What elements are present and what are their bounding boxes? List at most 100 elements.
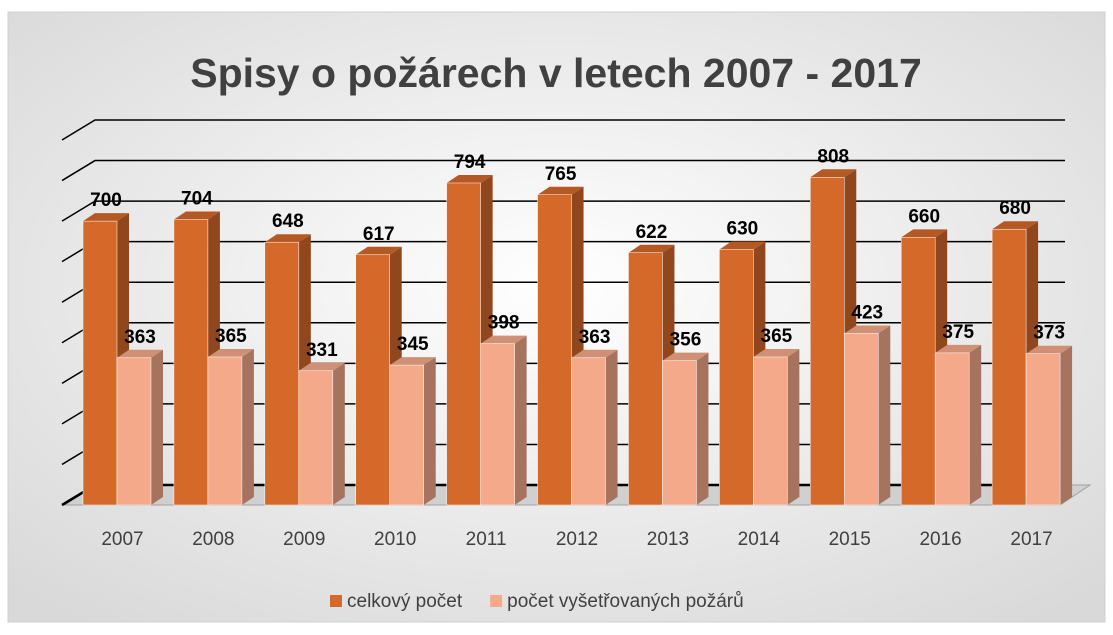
legend-label: celkový počet: [347, 591, 463, 612]
bar-top: [628, 244, 675, 253]
data-label: 617: [363, 224, 395, 245]
data-label: 808: [817, 146, 849, 167]
bar-front: [298, 370, 334, 506]
data-label: 375: [942, 322, 974, 343]
x-tick-label: 2011: [466, 529, 507, 550]
bar-front: [116, 357, 152, 506]
bar-top: [117, 349, 163, 358]
chart-title: Spisy o požárech v letech 2007 - 2017: [190, 50, 922, 96]
bar-front: [173, 219, 209, 506]
bar-top: [446, 174, 493, 183]
bar: [844, 325, 891, 506]
grid-line: [61, 159, 1065, 182]
bar-front: [389, 364, 424, 506]
bar-top: [480, 335, 527, 344]
bar-front: [991, 228, 1027, 506]
x-tick-label: 2007: [101, 529, 143, 550]
bar-front: [900, 237, 936, 506]
bar: [389, 357, 436, 506]
bar-top: [719, 241, 766, 250]
data-label: 660: [908, 206, 940, 227]
bar: [298, 362, 345, 506]
bar-side: [514, 335, 527, 505]
x-tick-label: 2012: [556, 529, 598, 550]
legend-label: počet vyšetřovaných požárů: [507, 591, 744, 612]
bar-top: [537, 186, 584, 195]
data-label: 356: [670, 330, 702, 351]
bar-front: [719, 249, 754, 506]
x-tick-label: 2008: [192, 529, 234, 550]
data-label: 331: [306, 340, 338, 361]
x-tick-label: 2010: [374, 529, 416, 550]
bar-front: [810, 177, 845, 506]
bar: [116, 349, 163, 506]
bar-front: [628, 252, 663, 506]
data-label: 704: [181, 189, 213, 210]
data-label: 363: [579, 327, 611, 348]
data-label: 680: [999, 198, 1031, 219]
grid-line: [61, 119, 1065, 141]
bar: [934, 344, 982, 506]
bar-top: [298, 362, 345, 371]
bar: [662, 352, 709, 506]
bar-top: [901, 229, 948, 238]
bar-top: [662, 352, 709, 361]
data-label: 373: [1033, 323, 1065, 344]
legend: celkový počet počet vyšetřovaných požárů: [330, 591, 744, 612]
grid-line: [61, 200, 1065, 222]
bar-top: [207, 348, 254, 357]
x-tick-label: 2013: [647, 529, 689, 550]
bar: [1025, 345, 1073, 506]
bar-side: [1060, 345, 1073, 505]
bar-front: [571, 357, 606, 506]
data-label: 622: [636, 222, 668, 243]
x-tick-label: 2016: [919, 529, 961, 550]
data-label: 363: [124, 327, 156, 348]
bar: [571, 349, 618, 506]
bar-front: [753, 356, 788, 506]
bar-front: [207, 356, 243, 506]
data-label: 630: [727, 219, 759, 240]
bar-side: [241, 348, 254, 505]
bar-top: [1026, 345, 1073, 354]
bar-side: [696, 352, 709, 505]
bar-top: [571, 349, 618, 358]
bar-top: [389, 357, 436, 366]
bar-front: [1025, 353, 1061, 506]
bar-side: [332, 362, 345, 505]
bar: [753, 348, 800, 506]
bar-top: [83, 213, 129, 222]
legend-swatch: [490, 595, 503, 607]
bar-front: [82, 220, 118, 506]
bar-side: [787, 348, 800, 505]
bar-side: [878, 325, 891, 505]
bar-front: [934, 352, 970, 506]
bar-front: [264, 241, 300, 506]
bar: [480, 335, 527, 506]
bar-top: [844, 325, 891, 334]
data-label: 345: [397, 334, 429, 355]
data-label: 398: [488, 313, 520, 334]
legend-swatch: [330, 595, 342, 607]
data-label: 423: [851, 302, 883, 323]
bar: [207, 348, 254, 506]
data-label: 365: [215, 326, 247, 347]
data-label: 700: [90, 190, 122, 211]
x-tick-label: 2014: [738, 529, 781, 550]
bar-top: [264, 234, 311, 243]
bar-top: [810, 169, 857, 178]
data-label: 365: [761, 326, 793, 347]
bar-front: [844, 333, 879, 506]
bar-front: [537, 194, 572, 506]
bar-front: [355, 254, 390, 506]
bar-top: [173, 211, 220, 220]
x-tick-label: 2017: [1010, 529, 1052, 550]
bar-front: [480, 343, 515, 506]
bar-top: [935, 344, 982, 353]
bar-front: [446, 182, 481, 506]
bar-front: [662, 360, 697, 506]
data-label: 765: [545, 164, 577, 185]
bar-top: [753, 348, 800, 357]
bar-side: [605, 349, 618, 505]
